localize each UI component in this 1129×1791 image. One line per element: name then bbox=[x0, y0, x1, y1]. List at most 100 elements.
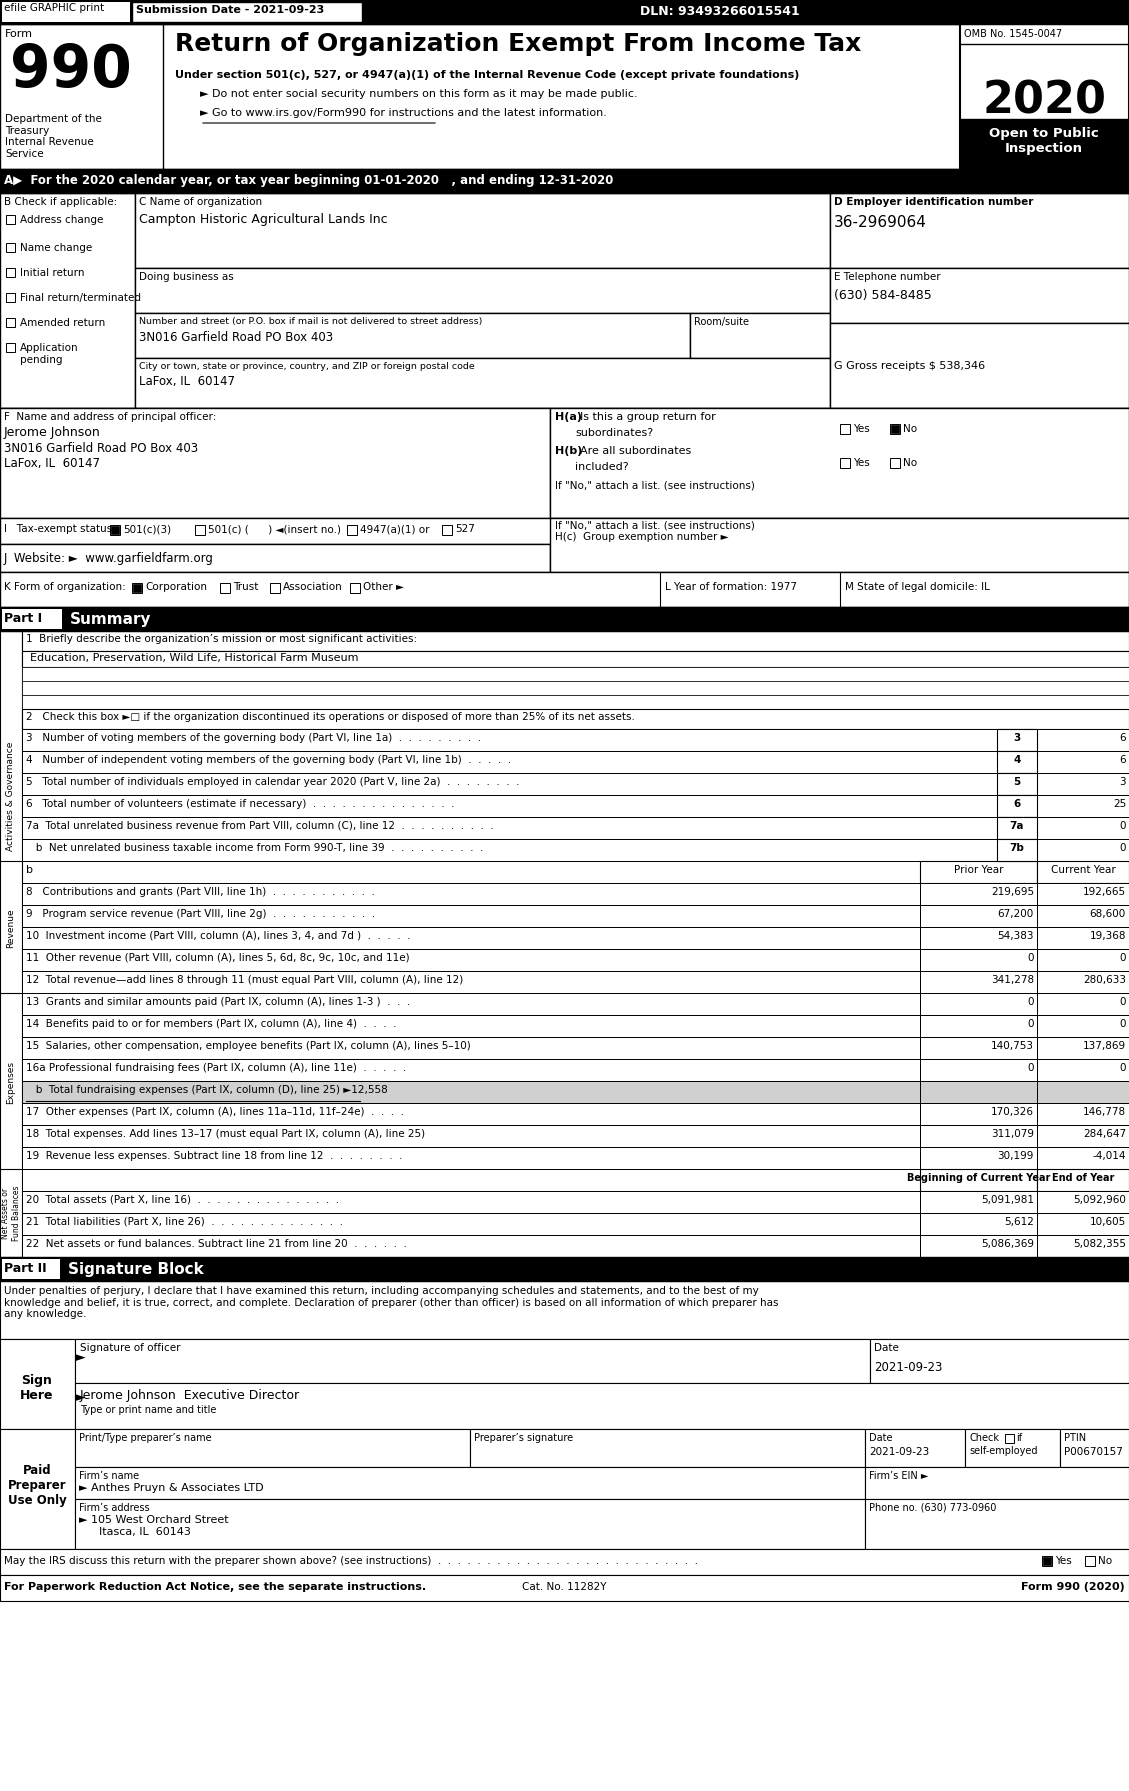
Text: 14  Benefits paid to or for members (Part IX, column (A), line 4)  .  .  .  .: 14 Benefits paid to or for members (Part… bbox=[26, 1019, 396, 1030]
Text: Amended return: Amended return bbox=[20, 319, 105, 328]
Text: Activities & Governance: Activities & Governance bbox=[7, 741, 16, 851]
Text: Date: Date bbox=[874, 1343, 899, 1352]
Text: Room/suite: Room/suite bbox=[694, 317, 749, 328]
Bar bbox=[0, 861, 21, 996]
Bar bbox=[21, 838, 997, 861]
Text: If "No," attach a list. (see instructions): If "No," attach a list. (see instruction… bbox=[555, 521, 755, 530]
Text: 140,753: 140,753 bbox=[991, 1041, 1034, 1051]
Text: Address change: Address change bbox=[20, 215, 104, 226]
Text: Name change: Name change bbox=[20, 244, 93, 253]
Text: 68,600: 68,600 bbox=[1089, 910, 1126, 919]
Bar bbox=[350, 584, 360, 593]
Text: M State of legal domicile: IL: M State of legal domicile: IL bbox=[844, 582, 990, 593]
Bar bbox=[920, 1058, 1038, 1082]
Bar bbox=[890, 424, 900, 433]
Text: 4   Number of independent voting members of the governing body (Part VI, line 1b: 4 Number of independent voting members o… bbox=[26, 756, 511, 765]
Bar bbox=[830, 193, 1129, 269]
Bar bbox=[21, 904, 920, 928]
Bar bbox=[1038, 1191, 1129, 1213]
Text: Education, Preservation, Wild Life, Historical Farm Museum: Education, Preservation, Wild Life, Hist… bbox=[30, 654, 359, 663]
Bar bbox=[997, 817, 1038, 838]
Text: self-employed: self-employed bbox=[969, 1445, 1038, 1456]
Bar bbox=[21, 774, 997, 795]
Bar bbox=[21, 1058, 920, 1082]
Bar bbox=[920, 883, 1038, 904]
Text: Doing business as: Doing business as bbox=[139, 272, 234, 281]
Text: 0: 0 bbox=[1120, 953, 1126, 964]
Text: 2020: 2020 bbox=[982, 79, 1106, 122]
Text: Number and street (or P.O. box if mail is not delivered to street address): Number and street (or P.O. box if mail i… bbox=[139, 317, 482, 326]
Text: Yes: Yes bbox=[1054, 1556, 1071, 1565]
Bar bbox=[1038, 1213, 1129, 1236]
Text: Check: Check bbox=[969, 1433, 999, 1444]
Bar bbox=[21, 729, 997, 750]
Text: Signature of officer: Signature of officer bbox=[80, 1343, 181, 1352]
Bar bbox=[960, 118, 1129, 168]
Text: H(a): H(a) bbox=[555, 412, 583, 423]
Bar bbox=[960, 23, 1129, 168]
Bar bbox=[133, 584, 141, 593]
Bar bbox=[1038, 1058, 1129, 1082]
Bar bbox=[840, 458, 850, 467]
Text: Firm’s address: Firm’s address bbox=[79, 1503, 150, 1513]
Text: B Check if applicable:: B Check if applicable: bbox=[5, 197, 117, 208]
Text: Firm’s EIN ►: Firm’s EIN ► bbox=[869, 1470, 928, 1481]
Bar bbox=[21, 1082, 920, 1103]
Text: 0: 0 bbox=[1027, 953, 1034, 964]
Bar bbox=[1085, 1556, 1095, 1565]
Bar bbox=[21, 709, 1129, 729]
Text: G Gross receipts $ 538,346: G Gross receipts $ 538,346 bbox=[834, 362, 986, 371]
Bar bbox=[21, 992, 920, 1015]
Text: Final return/terminated: Final return/terminated bbox=[20, 294, 141, 303]
Bar bbox=[920, 1146, 1038, 1170]
Text: C Name of organization: C Name of organization bbox=[139, 197, 262, 208]
Bar bbox=[6, 294, 15, 303]
Bar bbox=[6, 215, 15, 224]
Bar bbox=[1038, 904, 1129, 928]
Text: 3N016 Garfield Road PO Box 403: 3N016 Garfield Road PO Box 403 bbox=[5, 442, 198, 455]
Text: Open to Public
Inspection: Open to Public Inspection bbox=[989, 127, 1099, 156]
Bar bbox=[997, 838, 1038, 861]
Text: 5,086,369: 5,086,369 bbox=[981, 1239, 1034, 1248]
Text: 990: 990 bbox=[10, 41, 132, 99]
Bar bbox=[6, 269, 15, 278]
Text: Under penalties of perjury, I declare that I have examined this return, includin: Under penalties of perjury, I declare th… bbox=[5, 1286, 779, 1320]
Text: 7a  Total unrelated business revenue from Part VIII, column (C), line 12  .  .  : 7a Total unrelated business revenue from… bbox=[26, 820, 493, 831]
Bar bbox=[2, 609, 62, 629]
Bar bbox=[690, 313, 830, 358]
Text: 6: 6 bbox=[1119, 756, 1126, 765]
Bar bbox=[135, 269, 830, 313]
Bar bbox=[347, 525, 357, 536]
Text: F  Name and address of principal officer:: F Name and address of principal officer: bbox=[5, 412, 217, 423]
Text: 5   Total number of individuals employed in calendar year 2020 (Part V, line 2a): 5 Total number of individuals employed i… bbox=[26, 777, 519, 786]
Text: 0: 0 bbox=[1120, 844, 1126, 853]
Bar bbox=[920, 904, 1038, 928]
Text: b  Net unrelated business taxable income from Form 990-T, line 39  .  .  .  .  .: b Net unrelated business taxable income … bbox=[26, 844, 483, 853]
Bar bbox=[75, 1383, 1129, 1429]
Bar bbox=[21, 750, 997, 774]
Bar bbox=[6, 344, 15, 353]
Text: Is this a group return for: Is this a group return for bbox=[580, 412, 716, 423]
Text: J  Website: ►  www.garfieldfarm.org: J Website: ► www.garfieldfarm.org bbox=[5, 552, 213, 564]
Text: 19  Revenue less expenses. Subtract line 18 from line 12  .  .  .  .  .  .  .  .: 19 Revenue less expenses. Subtract line … bbox=[26, 1152, 403, 1161]
Bar bbox=[21, 883, 920, 904]
Bar bbox=[920, 1082, 1038, 1103]
Bar bbox=[0, 0, 1129, 23]
Bar bbox=[1005, 1435, 1014, 1444]
Text: 7b: 7b bbox=[1009, 844, 1024, 853]
Bar bbox=[1038, 838, 1129, 861]
Text: 11  Other revenue (Part VIII, column (A), lines 5, 6d, 8c, 9c, 10c, and 11e): 11 Other revenue (Part VIII, column (A),… bbox=[26, 953, 410, 964]
Text: 13  Grants and similar amounts paid (Part IX, column (A), lines 1-3 )  .  .  .: 13 Grants and similar amounts paid (Part… bbox=[26, 998, 410, 1007]
Text: Expenses: Expenses bbox=[7, 1062, 16, 1105]
Bar bbox=[75, 1340, 870, 1383]
Text: 0: 0 bbox=[1027, 1019, 1034, 1030]
Text: ►: ► bbox=[76, 1350, 86, 1365]
Text: Type or print name and title: Type or print name and title bbox=[80, 1404, 217, 1415]
Text: 5: 5 bbox=[1014, 777, 1021, 786]
Bar bbox=[21, 1213, 920, 1236]
Text: if: if bbox=[1016, 1433, 1022, 1444]
Text: 10  Investment income (Part VIII, column (A), lines 3, 4, and 7d )  .  .  .  .  : 10 Investment income (Part VIII, column … bbox=[26, 931, 411, 940]
Text: D Employer identification number: D Employer identification number bbox=[834, 197, 1033, 208]
Text: Print/Type preparer’s name: Print/Type preparer’s name bbox=[79, 1433, 211, 1444]
Text: 2021-09-23: 2021-09-23 bbox=[869, 1447, 929, 1458]
